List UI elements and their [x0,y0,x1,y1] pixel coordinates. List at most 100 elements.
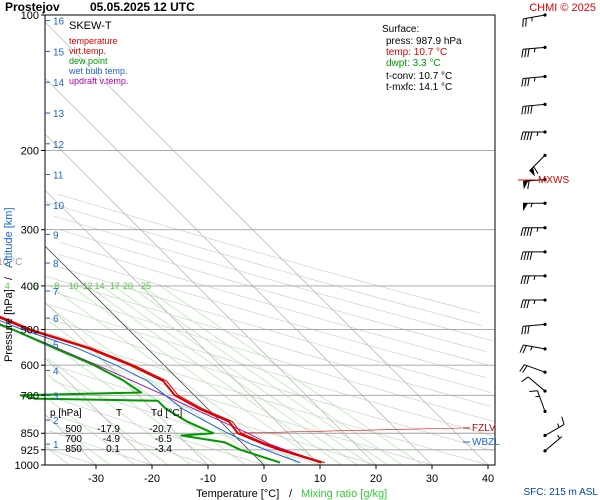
dew-point-line [0,323,281,464]
isotherm [44,133,377,466]
table-cell: -3.4 [155,444,173,455]
surface-tmxfc: t-mxfc: 14.1 °C [386,82,452,93]
axis-labels-layer: -80 °C-70-60-50-40-30-20-10 °C0.20.40.61… [0,10,494,485]
dry-adiabat [58,253,487,379]
mixing-ratio-label: 14 [95,281,105,291]
wind-barb [521,45,547,58]
altitude-tick-label: 12 [53,140,65,151]
dry-adiabat [52,364,377,466]
altitude-tick-label: 3 [53,392,59,403]
altitude-tick-label: 14 [53,78,65,89]
table-cell: -6.5 [155,434,173,445]
fzlv-leader [232,427,463,434]
dry-adiabat [50,413,209,466]
table-cell: 500 [65,424,82,435]
wind-barb [521,74,547,87]
dry-adiabat [44,201,482,326]
dry-adiabat [54,215,494,342]
table-cell: -4.9 [103,434,121,445]
grid-layer [44,14,495,466]
pressure-tick-label: 200 [21,145,39,157]
pressure-axis-title: Pressure [hPa] [3,289,15,362]
wind-barb [519,364,547,374]
mixing-ratio-label: 25 [141,281,151,291]
dry-adiabat [49,333,489,466]
isotherm [44,77,433,466]
mixing-ratio-line [47,358,192,466]
mixing-ratio-line [47,374,169,466]
dry-adiabat [59,229,487,353]
legend-entry: wet bulb temp. [68,66,128,76]
sounding-date: 05.05.2025 12 UTC [90,0,195,14]
pressure-tick-label: 600 [21,360,39,372]
table-cell: -20.7 [149,424,172,435]
temperature-axis-title: Temperature [°C] [196,488,279,500]
isotherm-label: -10 °C [0,257,22,268]
wind-barb [520,226,547,236]
surface-temp: temp: 10.7 °C [386,47,447,58]
wind-barbs [519,13,565,453]
temp-tick-label: 40 [482,473,494,485]
altitude-tick-label: 2 [53,416,59,427]
wind-barb [522,13,547,28]
mixing-ratio-line [46,416,111,466]
pressure-tick-label: 300 [21,225,39,237]
dry-adiabat [52,264,491,393]
altitude-tick-label: 6 [53,314,59,325]
surface-title: Surface: [382,24,419,35]
temp-tick-label: 0 [261,473,267,485]
mixing-ratio-label: 6 [33,281,38,291]
mixing-ratio-label: 8 [54,281,59,291]
pressure-tick-label: 925 [21,445,39,457]
mixing-ratio-label: 20 [123,281,133,291]
table-cell: -17.9 [97,424,120,435]
temp-tick-label: 30 [426,473,438,485]
fzlv-marker: FZLV [472,423,496,434]
temp-tick-label: -30 [88,473,104,485]
altitude-tick-label: 1 [53,440,59,451]
table-cell: 700 [65,434,82,445]
altitude-tick-label: 16 [53,17,65,28]
legend-entry: virt.temp. [69,46,106,56]
mixing-ratio-label: 17 [110,281,120,291]
mixing-ratio-label: 4 [5,281,10,291]
surface-press: press: 987.9 hPa [386,36,462,47]
wind-barb [521,102,547,115]
mxws-marker: MXWS [538,175,569,186]
altitude-tick-label: 7 [53,287,59,298]
isotherm [44,357,153,466]
temperature-line [0,316,322,464]
altitude-tick-label: 10 [53,201,65,212]
wind-barb [523,201,547,212]
chart-title: SKEW-T [69,20,112,32]
isotherm-zero [44,245,265,466]
table-header: T [116,408,122,419]
dry-adiabat [44,275,491,407]
dry-adiabat [48,430,153,466]
surface-info: Surface: press: 987.9 hPa temp: 10.7 °C … [382,24,462,93]
wind-barb [520,250,547,260]
temp-tick-label: 20 [370,473,382,485]
altitude-tick-label: 8 [53,259,59,270]
pressure-tick-label: 400 [21,281,39,293]
temp-tick-label: -20 [144,473,160,485]
dry-adiabat [49,290,494,422]
pressure-tick-label: 850 [21,428,39,440]
wind-barb [543,416,565,438]
vertical-axis-title: Pressure [hPa] / Altitude [km] [3,207,15,362]
altitude-tick-label: 9 [53,230,59,241]
altitude-tick-label: 11 [53,170,64,181]
wind-barb [543,434,563,453]
altitude-tick-label: 4 [53,366,59,377]
altitude-tick-label: 13 [53,109,65,120]
pressure-tick-label: 700 [21,390,39,402]
mixing-ratio-line [47,340,217,466]
temp-tick-label: -10 [200,473,216,485]
pressure-tick-label: 500 [21,325,39,337]
surface-dwpt: dwpt: 3.3 °C [386,58,441,69]
credit-text: CHMI © 2025 [529,2,596,14]
table-header: Td [°C] [151,408,182,419]
levels-table: p [hPa] T Td [°C] 500 -17.9 -20.7 700 -4.9 -6.5 8… [50,408,182,455]
dry-adiabat [51,380,321,466]
